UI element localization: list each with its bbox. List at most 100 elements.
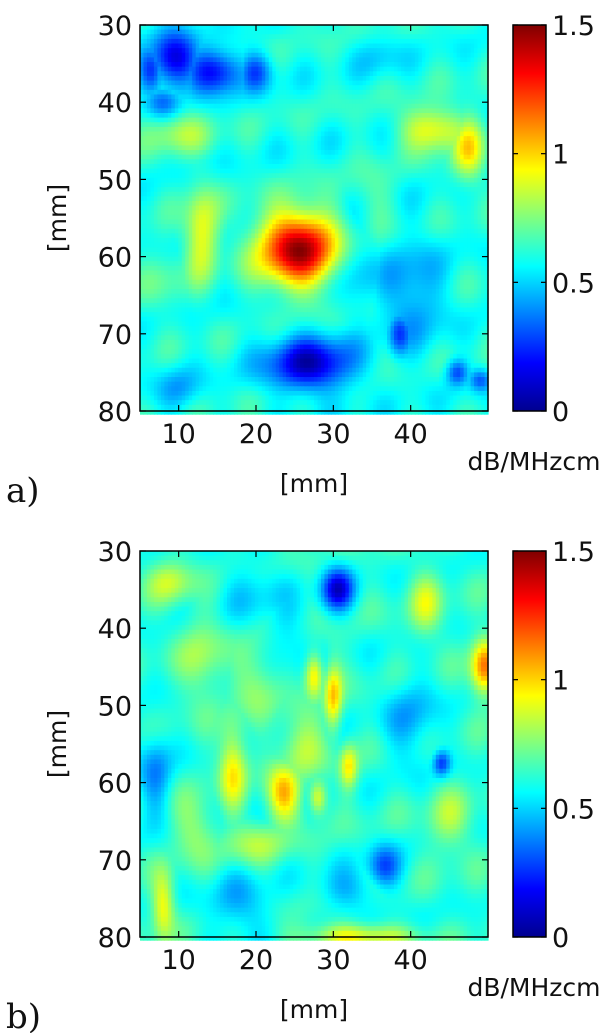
heatmap-cell xyxy=(160,136,165,142)
heatmap-cell xyxy=(220,247,225,253)
heatmap-cell xyxy=(310,25,315,31)
heatmap-cell xyxy=(352,38,357,45)
heatmap-cell xyxy=(146,173,152,179)
heatmap-cell xyxy=(376,43,381,49)
heatmap-cell xyxy=(216,52,221,59)
heatmap-cell xyxy=(240,89,245,96)
heatmap-cell xyxy=(352,214,357,221)
heatmap-cell xyxy=(484,182,489,188)
heatmap-cell xyxy=(181,187,186,193)
heatmap-cell xyxy=(227,150,232,156)
heatmap-cell xyxy=(286,113,291,119)
heatmap-cell xyxy=(359,94,364,100)
heatmap-cell xyxy=(387,210,392,216)
heatmap-cell xyxy=(341,177,346,184)
heatmap-cell xyxy=(171,177,176,184)
heatmap-cell xyxy=(338,196,343,202)
heatmap-cell xyxy=(160,131,165,137)
heatmap-cell xyxy=(394,136,399,142)
heatmap-cell xyxy=(293,150,298,156)
heatmap-cell xyxy=(272,57,277,63)
heatmap-cell xyxy=(428,89,433,96)
heatmap-cell xyxy=(362,242,367,248)
heatmap-cell xyxy=(303,43,308,49)
heatmap-cell xyxy=(153,233,158,239)
heatmap-cell xyxy=(160,154,165,160)
heatmap-cell xyxy=(314,210,319,216)
heatmap-cell xyxy=(247,113,252,119)
heatmap-cell xyxy=(477,210,482,216)
heatmap-cell xyxy=(352,126,357,133)
heatmap-cell xyxy=(143,238,148,244)
heatmap-cell xyxy=(220,131,225,137)
heatmap-cell xyxy=(268,62,273,68)
heatmap-cell xyxy=(286,71,291,77)
heatmap-cell xyxy=(453,71,458,77)
heatmap-cell xyxy=(369,122,374,128)
heatmap-cell xyxy=(352,210,357,216)
heatmap-cell xyxy=(401,191,406,197)
heatmap-cell xyxy=(463,168,468,174)
heatmap-cell xyxy=(442,29,447,35)
heatmap-cell xyxy=(213,80,218,86)
heatmap-cell xyxy=(279,108,284,114)
heatmap-cell xyxy=(202,251,207,258)
heatmap-cell xyxy=(157,43,162,49)
heatmap-cell xyxy=(251,80,256,86)
heatmap-cell xyxy=(300,122,305,128)
heatmap-cell xyxy=(192,25,197,31)
heatmap-cell xyxy=(261,66,266,72)
heatmap-cell xyxy=(362,159,367,165)
heatmap-cell xyxy=(178,103,183,109)
heatmap-cell xyxy=(446,163,451,170)
heatmap-cell xyxy=(463,163,468,170)
heatmap-cell xyxy=(317,242,322,248)
heatmap-cell xyxy=(387,52,392,59)
heatmap-cell xyxy=(237,238,242,244)
heatmap-cell xyxy=(463,122,468,128)
heatmap-cell xyxy=(477,71,482,77)
heatmap-cell xyxy=(474,62,479,68)
heatmap-cell xyxy=(317,122,322,128)
heatmap-cell xyxy=(307,201,312,207)
heatmap-cell xyxy=(206,103,211,109)
heatmap-cell xyxy=(432,145,437,151)
heatmap-cell xyxy=(213,182,218,188)
heatmap-cell xyxy=(373,62,378,68)
heatmap-cell xyxy=(220,145,225,151)
heatmap-cell xyxy=(453,43,458,49)
heatmap-cell xyxy=(195,38,200,45)
heatmap-cell xyxy=(345,145,350,151)
heatmap-cell xyxy=(227,66,232,72)
heatmap-cell xyxy=(254,247,259,253)
heatmap-cell xyxy=(150,25,155,31)
heatmap-cell xyxy=(268,210,273,216)
heatmap-cell xyxy=(421,38,426,45)
heatmap-cell xyxy=(251,140,256,147)
heatmap-cell xyxy=(220,117,225,123)
heatmap-cell xyxy=(171,196,176,202)
heatmap-cell xyxy=(376,80,381,86)
heatmap-cell xyxy=(296,210,301,216)
heatmap-cell xyxy=(407,201,413,207)
heatmap-cell xyxy=(470,150,475,156)
heatmap-cell xyxy=(199,145,204,151)
heatmap-cell xyxy=(355,126,360,133)
heatmap-cell xyxy=(192,191,197,197)
heatmap-cell xyxy=(414,219,419,225)
heatmap-cell xyxy=(352,173,357,179)
heatmap-cell xyxy=(331,66,336,72)
heatmap-cell xyxy=(188,173,193,179)
heatmap-cell xyxy=(369,25,374,31)
heatmap-cell xyxy=(484,126,489,133)
heatmap-cell xyxy=(439,224,444,230)
heatmap-cell xyxy=(143,163,148,170)
heatmap-cell xyxy=(293,103,298,109)
heatmap-cell xyxy=(362,85,367,91)
heatmap-cell xyxy=(341,136,346,142)
heatmap-cell xyxy=(352,201,357,207)
heatmap-cell xyxy=(286,154,291,160)
heatmap-cell xyxy=(435,238,440,244)
heatmap-cell xyxy=(439,103,444,109)
heatmap-cell xyxy=(247,80,252,86)
